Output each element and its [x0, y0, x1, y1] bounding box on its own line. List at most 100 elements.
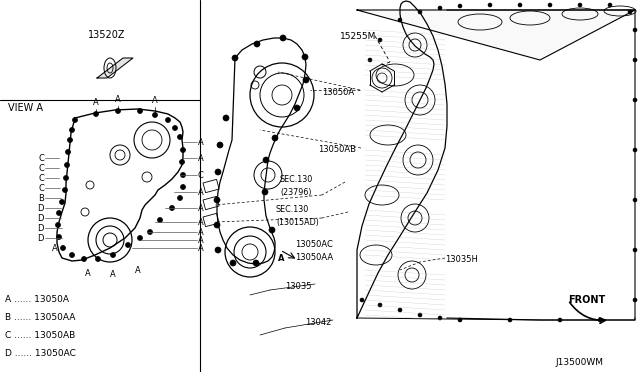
- Text: SEC.130: SEC.130: [276, 205, 309, 214]
- Circle shape: [368, 58, 372, 62]
- Circle shape: [458, 4, 462, 8]
- Circle shape: [518, 3, 522, 7]
- Circle shape: [177, 196, 182, 201]
- Text: A: A: [135, 266, 141, 275]
- Text: A: A: [85, 269, 91, 278]
- Text: A: A: [198, 218, 204, 227]
- Circle shape: [72, 118, 77, 122]
- Circle shape: [115, 109, 120, 113]
- Text: C: C: [38, 164, 44, 173]
- Circle shape: [56, 222, 61, 228]
- Circle shape: [56, 211, 61, 215]
- Text: J13500WM: J13500WM: [555, 358, 603, 367]
- Circle shape: [360, 298, 364, 302]
- Text: A: A: [198, 187, 204, 196]
- Circle shape: [633, 248, 637, 252]
- Circle shape: [558, 318, 562, 322]
- Text: A: A: [278, 254, 285, 263]
- Text: (23796): (23796): [280, 188, 312, 197]
- Circle shape: [418, 10, 422, 14]
- Text: A: A: [198, 138, 204, 147]
- Text: A: A: [198, 244, 204, 253]
- Circle shape: [438, 316, 442, 320]
- Circle shape: [65, 150, 70, 154]
- Text: A: A: [198, 235, 204, 244]
- Bar: [203, 214, 219, 227]
- Circle shape: [230, 260, 236, 266]
- Text: A: A: [198, 154, 204, 163]
- Circle shape: [170, 205, 175, 211]
- Circle shape: [67, 138, 72, 142]
- Circle shape: [157, 218, 163, 222]
- Circle shape: [81, 257, 86, 262]
- Text: 13042: 13042: [305, 318, 332, 327]
- Circle shape: [95, 257, 100, 262]
- Circle shape: [458, 318, 462, 322]
- Circle shape: [214, 197, 220, 203]
- Text: D: D: [38, 234, 44, 243]
- Circle shape: [633, 28, 637, 32]
- Circle shape: [633, 148, 637, 152]
- Circle shape: [263, 157, 269, 163]
- Circle shape: [215, 169, 221, 175]
- Circle shape: [262, 189, 268, 195]
- Circle shape: [214, 222, 220, 228]
- Circle shape: [633, 198, 637, 202]
- Text: C: C: [38, 154, 44, 163]
- Circle shape: [280, 35, 286, 41]
- Text: A: A: [115, 95, 121, 104]
- Circle shape: [63, 187, 67, 192]
- Polygon shape: [357, 10, 635, 60]
- Circle shape: [179, 160, 184, 164]
- Text: B: B: [38, 193, 44, 202]
- Text: 15255M: 15255M: [340, 32, 376, 41]
- Text: 13035H: 13035H: [445, 255, 478, 264]
- Circle shape: [294, 105, 300, 111]
- Circle shape: [215, 247, 221, 253]
- Circle shape: [253, 260, 259, 266]
- Circle shape: [269, 227, 275, 233]
- Circle shape: [125, 243, 131, 247]
- Circle shape: [578, 3, 582, 7]
- Circle shape: [608, 3, 612, 7]
- Circle shape: [438, 6, 442, 10]
- Circle shape: [633, 98, 637, 102]
- Text: 13050A: 13050A: [322, 88, 354, 97]
- Text: C ...... 13050AB: C ...... 13050AB: [5, 331, 76, 340]
- Circle shape: [70, 253, 74, 257]
- Text: A ...... 13050A: A ...... 13050A: [5, 295, 69, 304]
- Circle shape: [70, 128, 74, 132]
- Text: A: A: [198, 228, 204, 237]
- Circle shape: [398, 308, 402, 312]
- Circle shape: [180, 148, 186, 153]
- Circle shape: [147, 230, 152, 234]
- Text: A: A: [110, 270, 116, 279]
- Circle shape: [61, 246, 65, 250]
- Text: 13050AA: 13050AA: [295, 253, 333, 262]
- Circle shape: [548, 3, 552, 7]
- Circle shape: [378, 303, 382, 307]
- Text: C: C: [198, 170, 204, 180]
- Circle shape: [254, 41, 260, 47]
- Circle shape: [302, 54, 308, 60]
- Circle shape: [138, 109, 143, 113]
- Text: D: D: [38, 224, 44, 232]
- Bar: [203, 196, 219, 210]
- Text: FRONT: FRONT: [568, 295, 605, 305]
- Circle shape: [180, 185, 186, 189]
- Polygon shape: [97, 58, 133, 78]
- Circle shape: [65, 163, 70, 167]
- Circle shape: [60, 199, 65, 205]
- Circle shape: [93, 112, 99, 116]
- Bar: [203, 179, 219, 193]
- Circle shape: [173, 125, 177, 131]
- Text: D ...... 13050AC: D ...... 13050AC: [5, 349, 76, 358]
- Circle shape: [272, 135, 278, 141]
- Text: 13035: 13035: [285, 282, 312, 291]
- Text: 13050AC: 13050AC: [295, 240, 333, 249]
- Circle shape: [488, 3, 492, 7]
- Circle shape: [303, 77, 309, 83]
- Circle shape: [152, 112, 157, 118]
- Text: A: A: [93, 98, 99, 107]
- Circle shape: [378, 38, 382, 42]
